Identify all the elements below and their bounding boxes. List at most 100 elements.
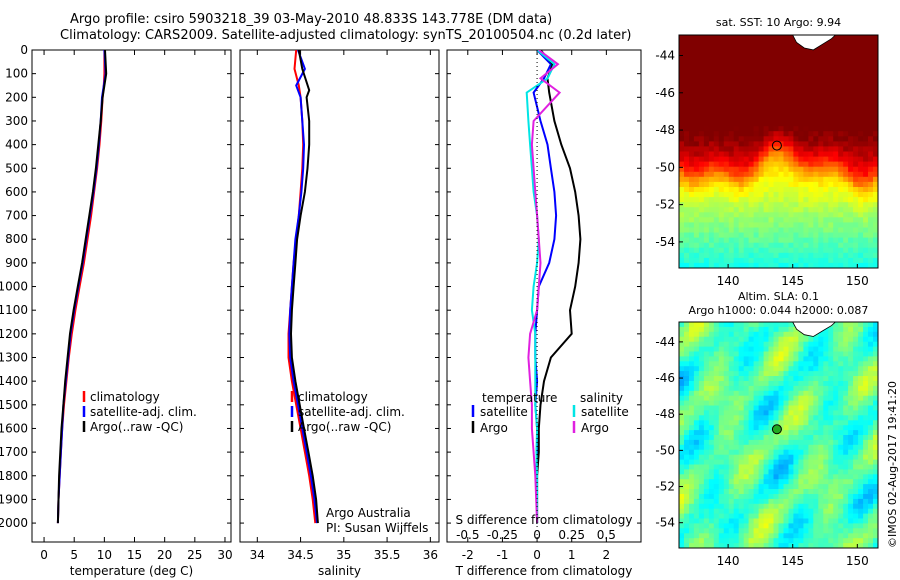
map-cell <box>853 341 859 348</box>
map-cell <box>843 85 849 92</box>
map-cell <box>693 508 700 515</box>
map-cell <box>723 90 730 97</box>
map-cell <box>783 55 790 61</box>
map-cell <box>733 523 740 529</box>
map-cell <box>873 523 878 529</box>
map-cell <box>838 410 844 416</box>
map-cell <box>733 484 740 490</box>
map-cell <box>823 85 829 92</box>
map-cell <box>788 435 795 441</box>
map-cell <box>713 176 720 183</box>
map-cell <box>738 528 745 534</box>
map-cell <box>808 80 814 87</box>
map-cell <box>868 454 874 461</box>
map-cell <box>708 262 715 268</box>
map-cell <box>773 405 780 411</box>
map-cell <box>718 454 725 461</box>
map-cell <box>733 415 740 421</box>
map-cell <box>778 528 785 534</box>
map-cell <box>753 430 760 436</box>
map-cell <box>679 498 685 505</box>
map-cell <box>853 262 859 268</box>
map-cell <box>803 469 809 475</box>
map-cell <box>863 50 869 56</box>
y-tick-label: 300 <box>5 114 28 128</box>
map-cell <box>753 331 760 338</box>
map-cell <box>848 538 854 544</box>
map-cell <box>708 336 715 343</box>
x-axis-label: temperature (deg C) <box>70 564 193 578</box>
map-cell <box>723 242 730 249</box>
map-cell <box>873 85 878 92</box>
map-cell <box>698 156 705 163</box>
map-cell <box>828 435 834 441</box>
map-cell <box>823 523 829 529</box>
map-cell <box>823 336 829 343</box>
map-cell <box>748 105 755 112</box>
map-cell <box>763 85 770 92</box>
map-cell <box>703 192 710 198</box>
map-cell <box>838 105 844 112</box>
map-cell <box>728 395 735 402</box>
map-cell <box>768 45 775 51</box>
map-cell <box>718 95 725 102</box>
map-cell <box>803 187 809 193</box>
map-cell <box>773 192 780 198</box>
x-tick-label: 25 <box>187 548 202 562</box>
map-cell <box>873 45 878 51</box>
map-cell <box>753 156 760 163</box>
map-cell <box>833 50 839 56</box>
map-cell <box>773 435 780 441</box>
map-cell <box>698 247 705 254</box>
map-cell <box>833 503 839 510</box>
map-cell <box>684 60 690 66</box>
map-cell <box>763 111 770 117</box>
map-cell <box>843 351 849 357</box>
map-cell <box>679 464 685 470</box>
map-cell <box>823 366 829 372</box>
map-cell <box>868 252 874 259</box>
map-cell <box>793 395 799 402</box>
map-cell <box>773 100 780 107</box>
map-cell <box>684 459 690 466</box>
map-cell <box>793 459 799 466</box>
map-cell <box>778 95 785 102</box>
map-cell <box>868 55 874 61</box>
map-cell <box>748 95 755 102</box>
map-cell <box>693 262 700 268</box>
map-cell <box>798 341 804 348</box>
map-cell <box>733 166 740 173</box>
map-cell <box>813 161 819 168</box>
map-cell <box>763 126 770 132</box>
map-cell <box>708 494 715 500</box>
map-cell <box>703 410 710 416</box>
map-cell <box>823 390 829 397</box>
map-cell <box>858 346 864 353</box>
map-cell <box>808 166 814 173</box>
map-cell <box>873 105 878 112</box>
map-cell <box>679 503 685 510</box>
map-cell <box>823 376 829 382</box>
map-cell <box>773 381 780 387</box>
map-cell <box>793 121 799 127</box>
map-cell <box>684 222 690 229</box>
map-cell <box>868 212 874 218</box>
map-cell <box>763 469 770 475</box>
map-cell <box>833 187 839 193</box>
map-cell <box>728 257 735 264</box>
map-cell <box>693 439 700 446</box>
map-cell <box>718 356 725 362</box>
map-cell <box>708 95 715 102</box>
map-cell <box>823 222 829 229</box>
map-cell <box>733 131 740 137</box>
map-cell <box>823 121 829 127</box>
map-cell <box>843 222 849 229</box>
map-cell <box>758 381 765 387</box>
map-cell <box>748 222 755 229</box>
map-cell <box>728 400 735 407</box>
map-cell <box>679 381 685 387</box>
map-cell <box>808 459 814 466</box>
map-cell <box>873 331 878 338</box>
map-cell <box>838 420 844 426</box>
